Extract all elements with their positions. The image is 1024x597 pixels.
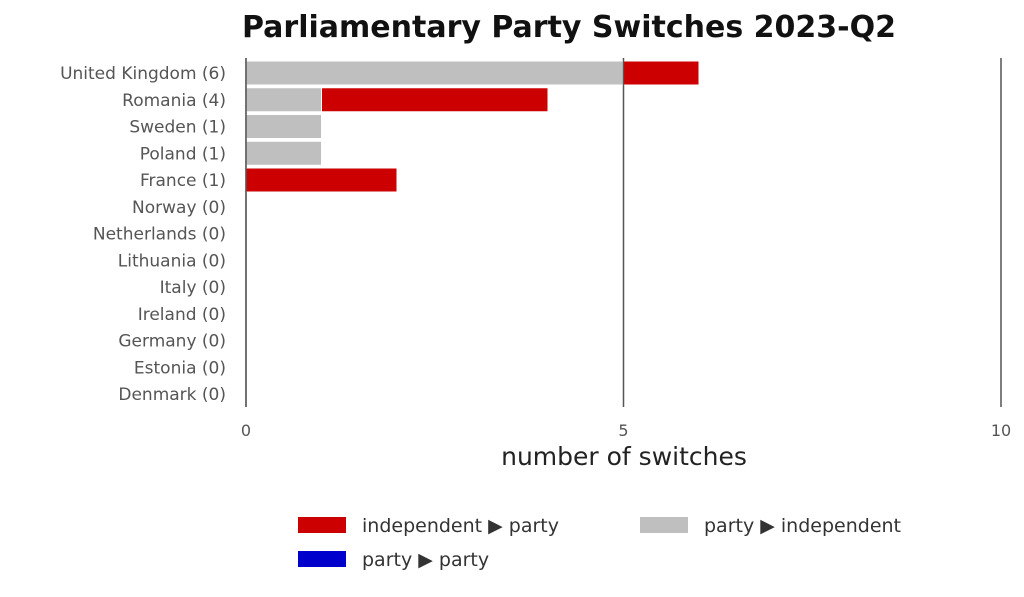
x-tick-label: 0 [241, 421, 251, 440]
bar-segment [245, 87, 322, 113]
bar-segment [321, 87, 549, 113]
bar-segment [623, 60, 700, 86]
bar-segment [245, 140, 322, 166]
x-tick-label: 10 [991, 421, 1011, 440]
legend-label: party ▶ party [362, 549, 489, 571]
category-label: Norway (0) [132, 198, 226, 218]
category-label: Estonia (0) [134, 358, 226, 378]
bar-segment [245, 60, 624, 86]
category-label: Germany (0) [118, 332, 226, 352]
legend-label: independent ▶ party [362, 515, 559, 537]
legend-swatch [298, 551, 346, 567]
legend-item: party ▶ party [298, 549, 489, 571]
category-labels: United Kingdom (6) Romania (4) Sweden (1) P… [60, 64, 226, 405]
category-label: United Kingdom (6) [60, 64, 226, 84]
category-label: Ireland (0) [138, 305, 226, 325]
x-axis-title: number of switches [501, 442, 747, 471]
legend-label: party ▶ independent [704, 515, 901, 537]
category-label: Italy (0) [160, 278, 226, 298]
category-label: Poland (1) [140, 144, 226, 164]
x-tick-label: 5 [618, 421, 628, 440]
bars [245, 58, 1002, 407]
bar-segment [245, 167, 398, 193]
legend: independent ▶ party party ▶ independent pa… [298, 515, 901, 571]
legend-item: independent ▶ party [298, 515, 559, 537]
category-label: Denmark (0) [118, 385, 226, 405]
category-label: France (1) [140, 171, 226, 191]
legend-item: party ▶ independent [640, 515, 901, 537]
legend-swatch [298, 517, 346, 533]
chart-title: Parliamentary Party Switches 2023-Q2 [242, 10, 896, 45]
category-label: Sweden (1) [129, 118, 226, 138]
category-label: Lithuania (0) [118, 251, 226, 271]
bar-segment [245, 114, 322, 139]
x-tick-labels: 0 5 10 [241, 421, 1011, 440]
category-label: Romania (4) [122, 91, 226, 111]
legend-swatch [640, 517, 688, 533]
category-label: Netherlands (0) [93, 225, 226, 245]
